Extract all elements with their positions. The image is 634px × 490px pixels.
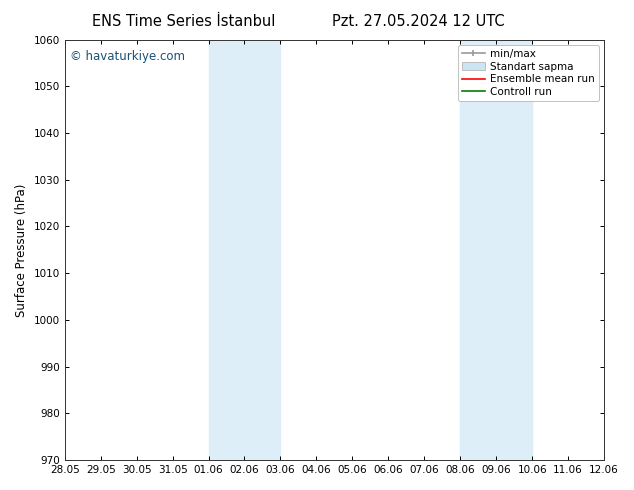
Text: ENS Time Series İstanbul: ENS Time Series İstanbul: [92, 14, 276, 29]
Text: Pzt. 27.05.2024 12 UTC: Pzt. 27.05.2024 12 UTC: [332, 14, 505, 29]
Y-axis label: Surface Pressure (hPa): Surface Pressure (hPa): [15, 183, 28, 317]
Legend: min/max, Standart sapma, Ensemble mean run, Controll run: min/max, Standart sapma, Ensemble mean r…: [458, 45, 599, 101]
Bar: [209, 40, 245, 460]
Bar: [460, 40, 496, 460]
Bar: [496, 40, 532, 460]
Bar: [245, 40, 280, 460]
Text: © havaturkiye.com: © havaturkiye.com: [70, 50, 185, 63]
